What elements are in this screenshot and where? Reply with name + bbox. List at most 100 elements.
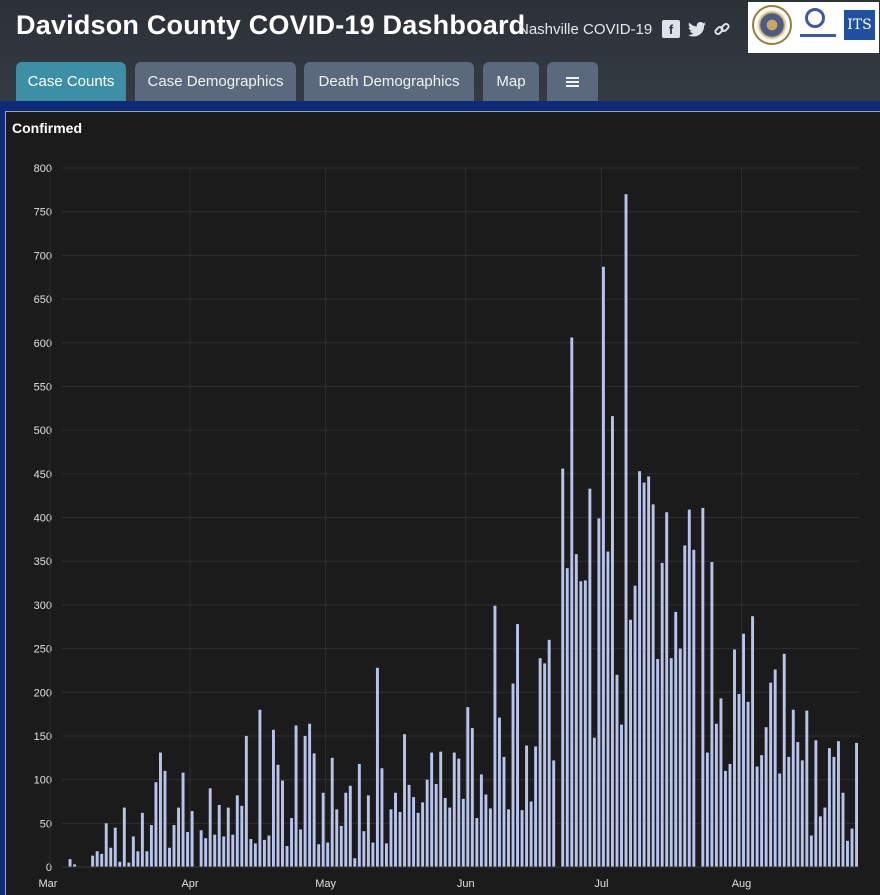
bar [773, 669, 777, 867]
metro-nashville-seal-logo [752, 5, 792, 45]
bar [479, 774, 483, 867]
tab-case-counts[interactable]: Case Counts [16, 62, 126, 101]
bar [95, 851, 99, 867]
bar [253, 843, 257, 867]
bar [222, 836, 226, 867]
bar [850, 828, 854, 867]
tab-death-demographics[interactable]: Death Demographics [304, 62, 474, 101]
bar [267, 835, 271, 867]
bar [488, 808, 492, 867]
bar [385, 843, 388, 867]
bar [91, 855, 95, 867]
bar [362, 831, 366, 867]
bar [615, 674, 619, 867]
bar [516, 624, 519, 867]
bar [353, 858, 357, 867]
bar [855, 742, 858, 867]
list-icon [566, 76, 579, 87]
tab-map[interactable]: Map [483, 62, 539, 101]
bar [348, 785, 352, 867]
left-border [0, 111, 5, 895]
bar [751, 616, 755, 867]
bar [145, 851, 149, 867]
y-tick-label: 250 [34, 644, 52, 656]
bar [760, 755, 764, 867]
bar [303, 735, 307, 867]
bar [701, 507, 705, 867]
bar [525, 745, 529, 867]
bar [796, 742, 800, 867]
bar [416, 812, 420, 867]
bar [100, 853, 104, 867]
bar [339, 825, 343, 867]
bar [755, 766, 759, 867]
bar [823, 807, 827, 867]
bar [529, 801, 533, 867]
bar [104, 823, 108, 867]
bar [669, 658, 673, 867]
bar [149, 825, 153, 867]
bar [543, 663, 547, 867]
bar [837, 741, 840, 867]
bar [692, 549, 696, 867]
bar [818, 816, 822, 867]
tab-menu[interactable] [547, 62, 598, 101]
y-tick-label: 600 [34, 338, 52, 350]
bar [651, 504, 655, 867]
bar [317, 844, 321, 867]
link-icon[interactable] [713, 20, 731, 38]
bar [204, 838, 208, 867]
bar [285, 846, 289, 867]
bar [787, 756, 791, 867]
bar [163, 770, 167, 867]
facebook-icon[interactable]: f [662, 20, 680, 38]
bar [452, 752, 456, 867]
bar [421, 802, 425, 867]
bar [186, 832, 190, 867]
y-tick-label: 550 [34, 381, 52, 393]
bar [159, 752, 162, 867]
bar [809, 835, 813, 867]
bar [276, 764, 280, 867]
bar [443, 797, 447, 867]
bar [597, 518, 601, 867]
y-tick-label: 800 [34, 163, 52, 175]
bar [240, 805, 244, 867]
bar [466, 707, 470, 867]
bar [439, 751, 443, 867]
bar [746, 701, 750, 867]
bar [520, 810, 524, 867]
bar [281, 780, 284, 867]
bar [588, 488, 592, 867]
page-title: Davidson County COVID-19 Dashboard [16, 10, 526, 40]
bar [683, 545, 687, 867]
bar [190, 811, 194, 867]
bar [678, 648, 682, 867]
y-tick-label: 450 [34, 469, 52, 481]
y-tick-label: 150 [34, 731, 52, 743]
bar [800, 760, 804, 867]
y-tick-label: 400 [34, 513, 52, 525]
bar [611, 416, 614, 867]
y-tick-label: 0 [46, 862, 52, 874]
tab-case-demographics[interactable]: Case Demographics [135, 62, 296, 101]
bar [782, 653, 786, 867]
bar [638, 471, 642, 867]
y-tick-label: 500 [34, 425, 52, 437]
bar [357, 763, 361, 867]
bar [380, 768, 384, 867]
partner-logos: ITS [748, 2, 879, 53]
bar [592, 737, 596, 867]
bar [846, 840, 849, 867]
bar [326, 842, 330, 867]
twitter-icon[interactable] [688, 20, 706, 38]
x-tick-label: Jun [457, 878, 475, 890]
bar [389, 809, 393, 867]
x-tick-label: Apr [181, 878, 198, 890]
bar [122, 807, 126, 867]
bar [403, 734, 406, 867]
bar [213, 834, 217, 867]
bar [412, 797, 416, 867]
x-tick-label: Jul [594, 878, 608, 890]
bar [705, 752, 709, 867]
